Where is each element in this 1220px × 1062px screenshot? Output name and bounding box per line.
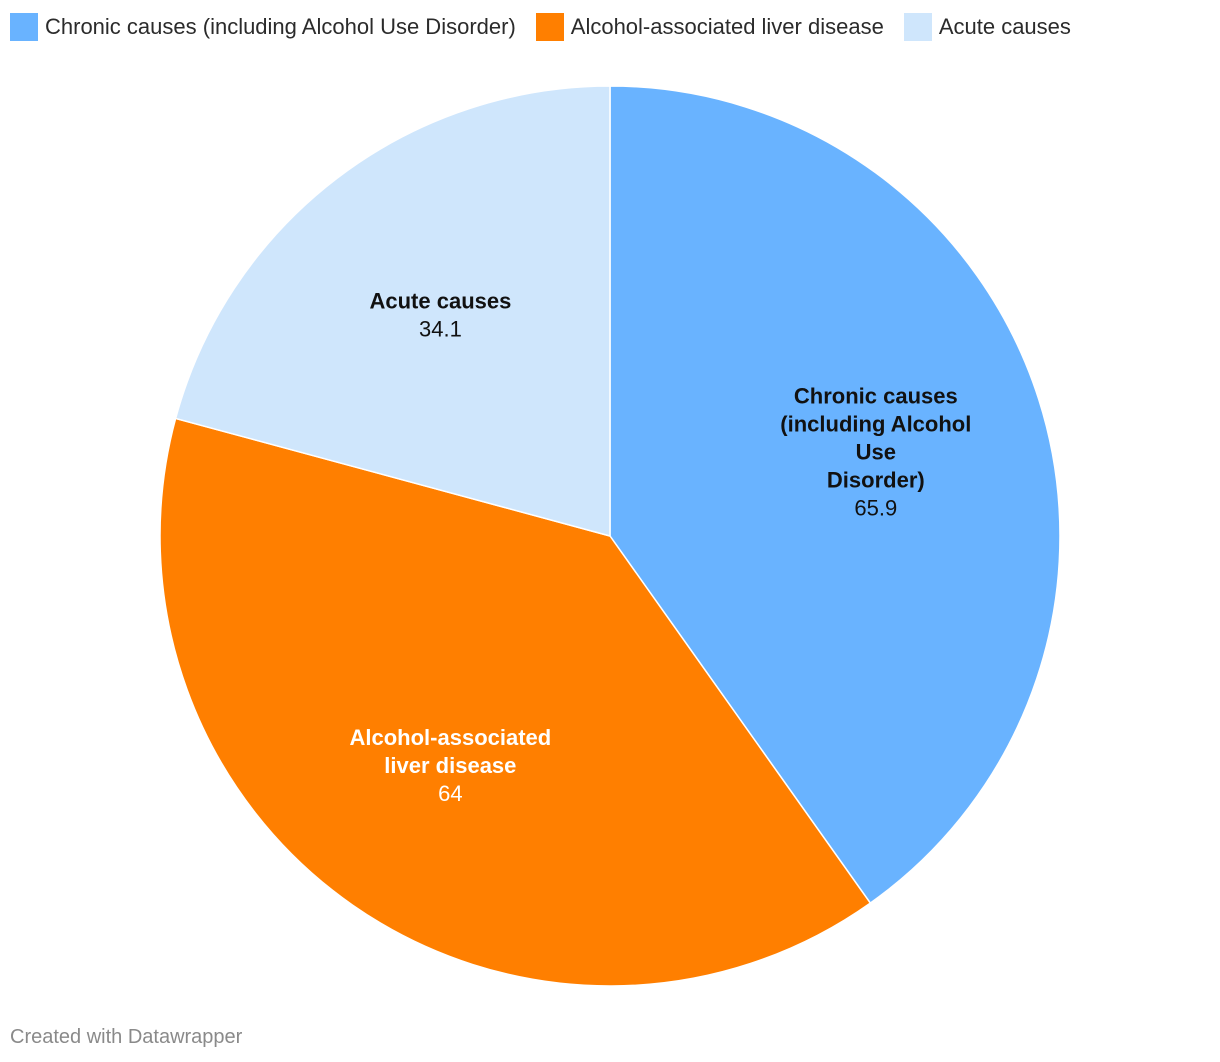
pie-slice-acute-causes — [174, 85, 611, 537]
slice-label-name-line: Disorder) — [827, 467, 925, 492]
pie-slice-alcohol-associated-liver-disease — [159, 417, 872, 987]
pie-labels: Chronic causes (including Alcohol Use Disor… — [350, 288, 972, 805]
legend-swatch-alcohol-associated-liver-disease — [535, 13, 564, 41]
pie-slices — [159, 85, 1061, 987]
legend-item-acute-causes: Acute causes — [903, 12, 1071, 42]
slice-value-chronic-causes-including-alcohol-use-disorder: 65.9 — [854, 495, 897, 520]
legend-label-alcohol-associated-liver-disease: Alcohol-associated liver disease — [570, 14, 884, 39]
slice-label-name-line: Acute causes — [370, 288, 512, 313]
legend-item-chronic-causes: Chronic causes (including Alcohol Use Di… — [10, 12, 516, 42]
slice-label-name-line: Alcohol-associated — [350, 725, 552, 750]
chart-legend: Chronic causes (including Alcohol Use Di… — [10, 12, 1071, 42]
slice-label-name-line: Use — [856, 439, 896, 464]
legend-label-chronic-causes: Chronic causes (including Alcohol Use Di… — [45, 14, 516, 39]
footer-credit: Created with Datawrapper — [10, 1026, 243, 1048]
slice-label-name-line: liver disease — [384, 753, 516, 778]
slice-label-name-line: Chronic causes — [794, 383, 958, 408]
slice-value-alcohol-associated-liver-disease: 64 — [438, 781, 462, 806]
slice-label-chronic-causes-including-alcohol-use-disorder: Chronic causes (including Alcohol Use Disor… — [780, 383, 971, 520]
slice-value-acute-causes: 34.1 — [419, 316, 462, 341]
slice-label-acute-causes: Acute causes 34.1 — [370, 288, 512, 341]
legend-swatch-acute-causes — [903, 13, 932, 41]
slice-label-alcohol-associated-liver-disease: Alcohol-associated liver disease 64 — [350, 725, 552, 806]
slice-label-name-line: (including Alcohol — [780, 411, 971, 436]
pie-slice-chronic-causes-including-alcohol-use-disorder — [609, 85, 1061, 905]
legend-swatch-chronic-causes — [10, 13, 38, 41]
legend-item-alcohol-associated-liver-disease: Alcohol-associated liver disease — [535, 12, 884, 42]
legend-label-acute-causes: Acute causes — [938, 14, 1071, 39]
